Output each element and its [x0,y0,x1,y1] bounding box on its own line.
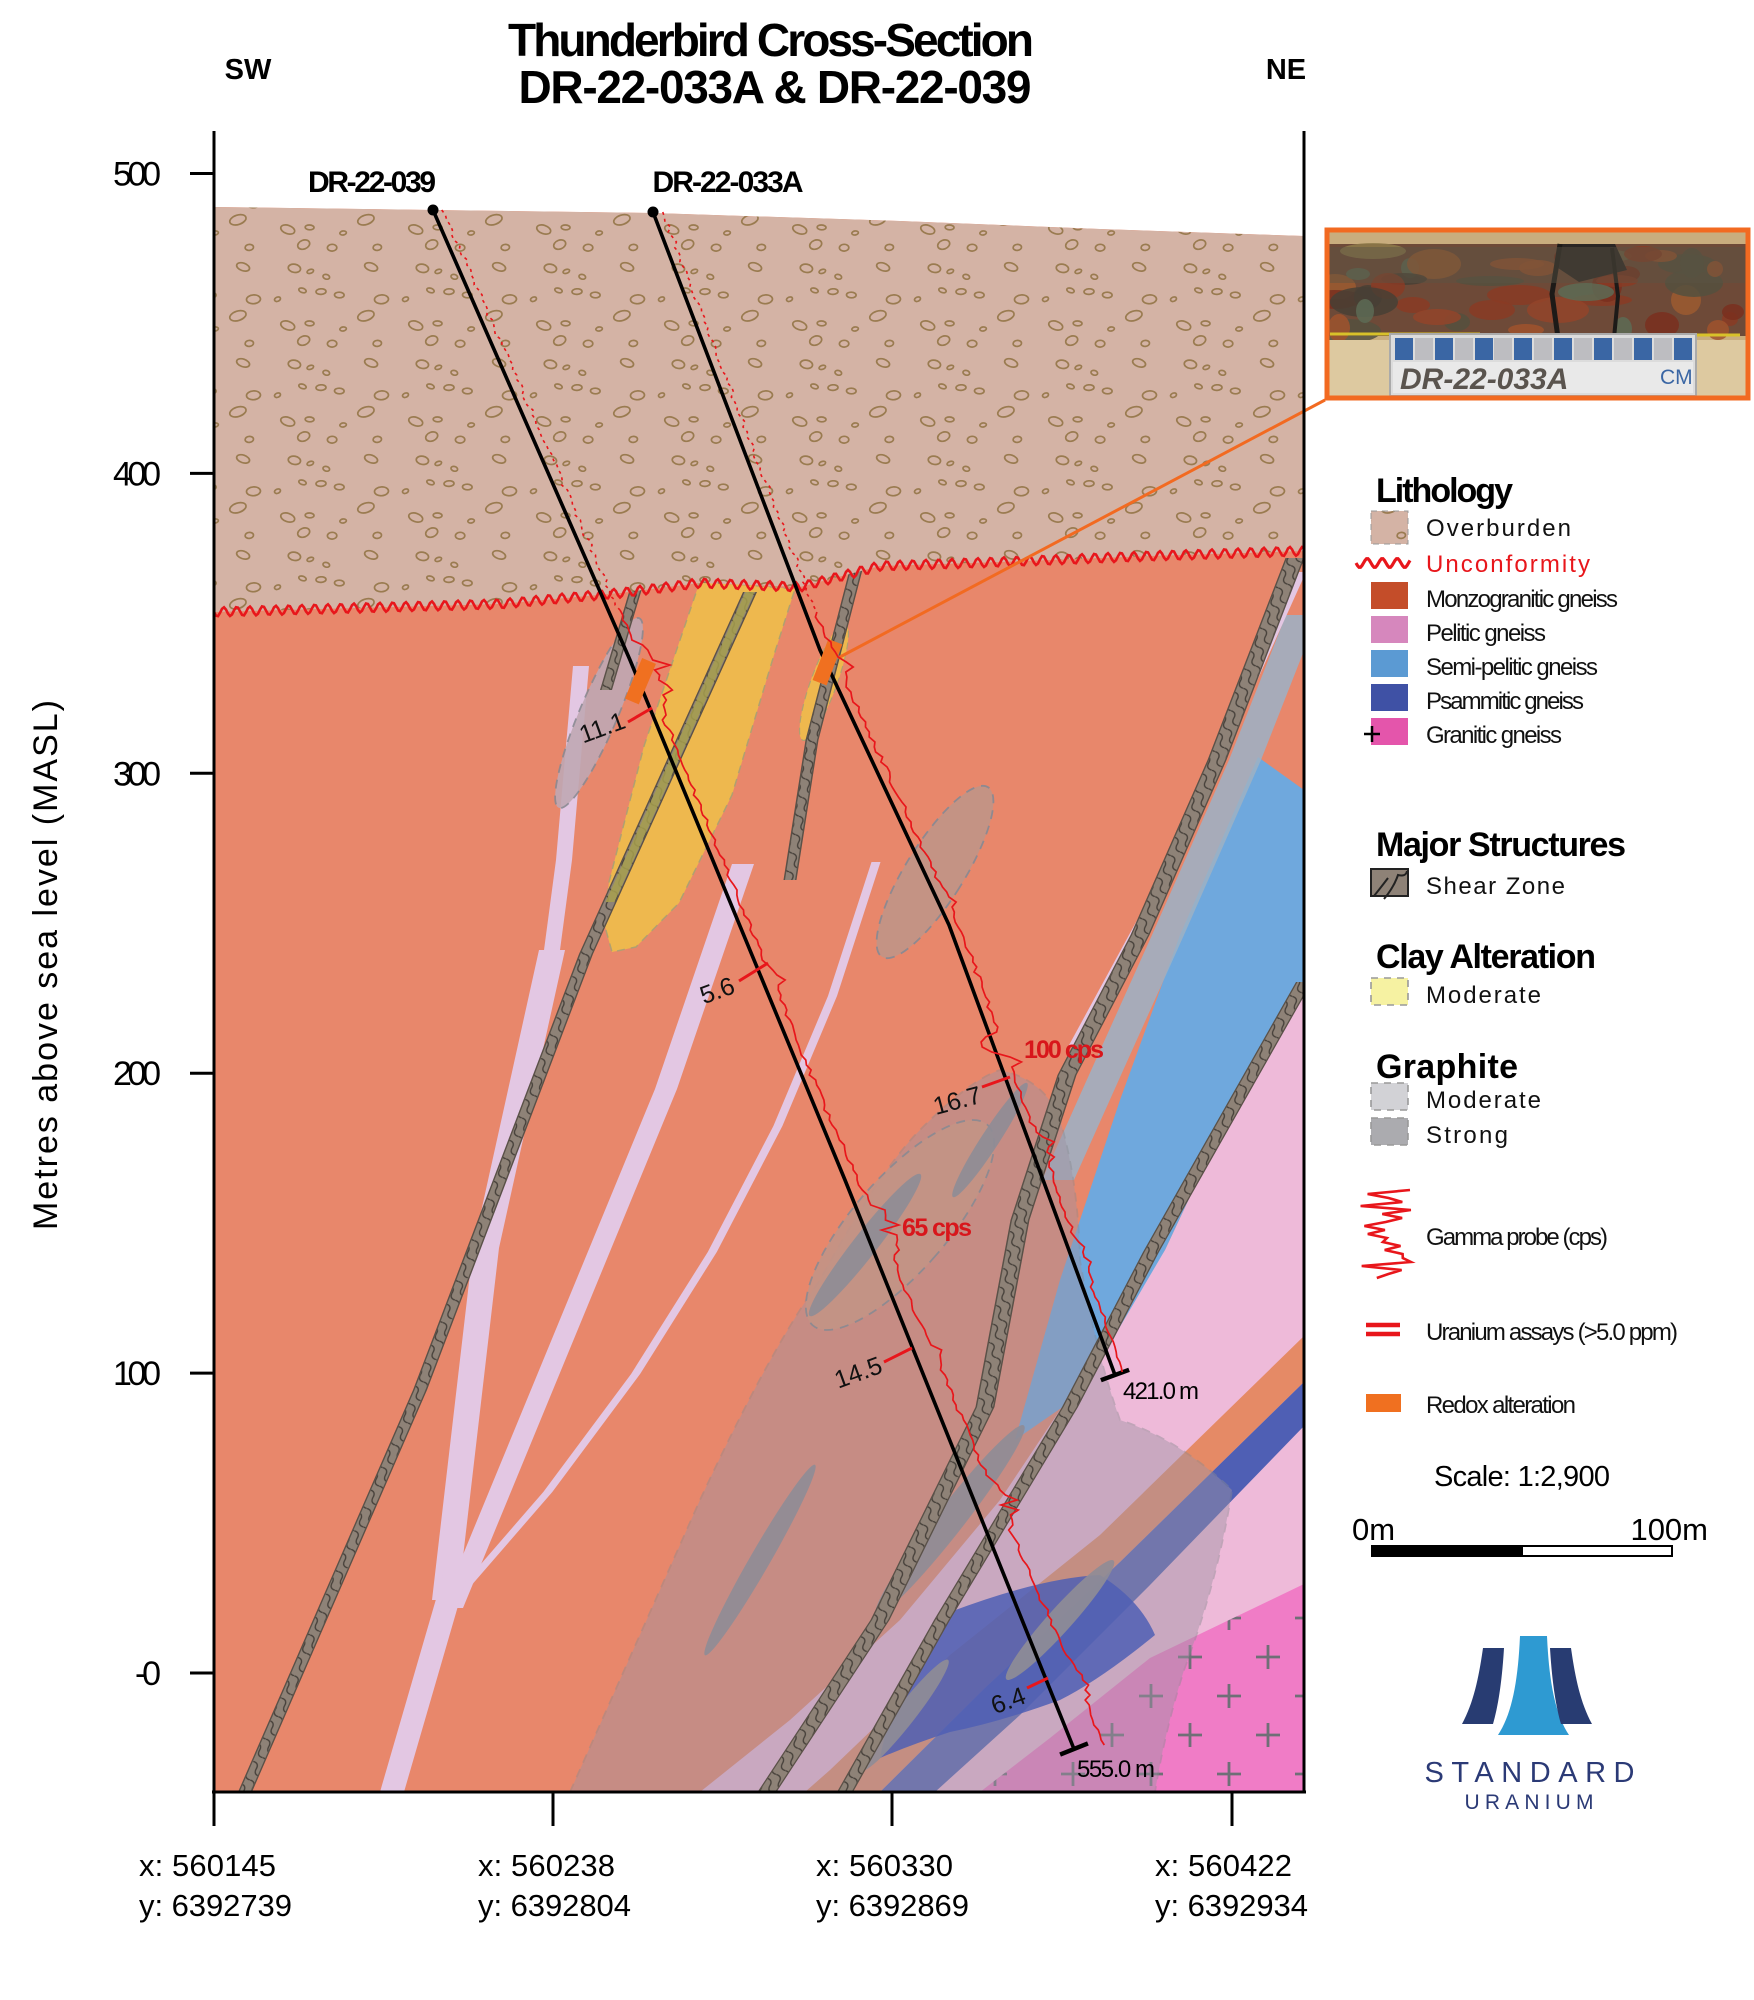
svg-text:Monzogranitic gneiss: Monzogranitic gneiss [1426,586,1618,613]
svg-text:y: 6392739: y: 6392739 [139,1888,292,1923]
svg-text:Uranium assays (>5.0 ppm): Uranium assays (>5.0 ppm) [1426,1319,1678,1346]
svg-text:DR-22-033A: DR-22-033A [653,166,804,199]
svg-text:x: 560422: x: 560422 [1155,1848,1292,1883]
svg-text:Graphite: Graphite [1376,1048,1518,1086]
svg-text:Redox alteration: Redox alteration [1426,1392,1576,1419]
svg-text:x: 560238: x: 560238 [478,1848,615,1883]
svg-text:CM: CM [1660,366,1693,389]
svg-text:DR-22-039: DR-22-039 [308,166,436,199]
svg-text:DR-22-033A & DR-22-039: DR-22-033A & DR-22-039 [519,61,1032,113]
svg-text:-0: -0 [135,1655,161,1693]
svg-text:Pelitic gneiss: Pelitic gneiss [1426,620,1546,647]
svg-text:Clay Alteration: Clay Alteration [1376,938,1596,976]
svg-text:NE: NE [1266,54,1306,86]
svg-text:Granitic gneiss: Granitic gneiss [1426,722,1562,749]
svg-text:Moderate: Moderate [1426,1087,1541,1114]
svg-text:Moderate: Moderate [1426,982,1541,1009]
svg-text:300: 300 [113,755,161,793]
svg-text:DR-22-033A: DR-22-033A [1400,363,1568,396]
svg-text:Semi-pelitic gneiss: Semi-pelitic gneiss [1426,654,1598,681]
svg-text:0m: 0m [1352,1512,1395,1547]
svg-text:Overburden: Overburden [1426,515,1571,542]
svg-text:100: 100 [113,1355,161,1393]
svg-text:500: 500 [113,156,161,194]
svg-text:Scale: 1:2,900: Scale: 1:2,900 [1434,1461,1610,1493]
svg-text:Metres above sea level (MASL): Metres above sea level (MASL) [27,700,65,1230]
svg-text:65 cps: 65 cps [902,1214,972,1242]
svg-text:100 cps: 100 cps [1024,1036,1104,1064]
svg-text:x: 560330: x: 560330 [816,1848,953,1883]
svg-text:URANIUM: URANIUM [1465,1791,1598,1814]
svg-text:Strong: Strong [1426,1122,1508,1149]
svg-text:SW: SW [225,54,272,86]
svg-text:Unconformity: Unconformity [1426,551,1590,578]
svg-text:Major Structures: Major Structures [1376,826,1626,864]
svg-text:STANDARD: STANDARD [1425,1757,1638,1789]
svg-text:y: 6392869: y: 6392869 [816,1888,969,1923]
svg-text:y: 6392934: y: 6392934 [1155,1888,1308,1923]
svg-text:y: 6392804: y: 6392804 [478,1888,631,1923]
svg-text:555.0 m: 555.0 m [1077,1756,1155,1783]
svg-text:Gamma probe (cps): Gamma probe (cps) [1426,1224,1608,1251]
svg-text:Thunderbird Cross-Section: Thunderbird Cross-Section [508,14,1034,66]
svg-text:100m: 100m [1630,1512,1708,1547]
svg-text:200: 200 [113,1055,161,1093]
svg-text:400: 400 [113,455,161,493]
svg-text:Lithology: Lithology [1376,472,1513,510]
svg-text:x: 560145: x: 560145 [139,1848,276,1883]
svg-text:421.0 m: 421.0 m [1123,1378,1199,1405]
svg-text:Psammitic gneiss: Psammitic gneiss [1426,688,1584,715]
svg-text:Shear Zone: Shear Zone [1426,873,1565,900]
